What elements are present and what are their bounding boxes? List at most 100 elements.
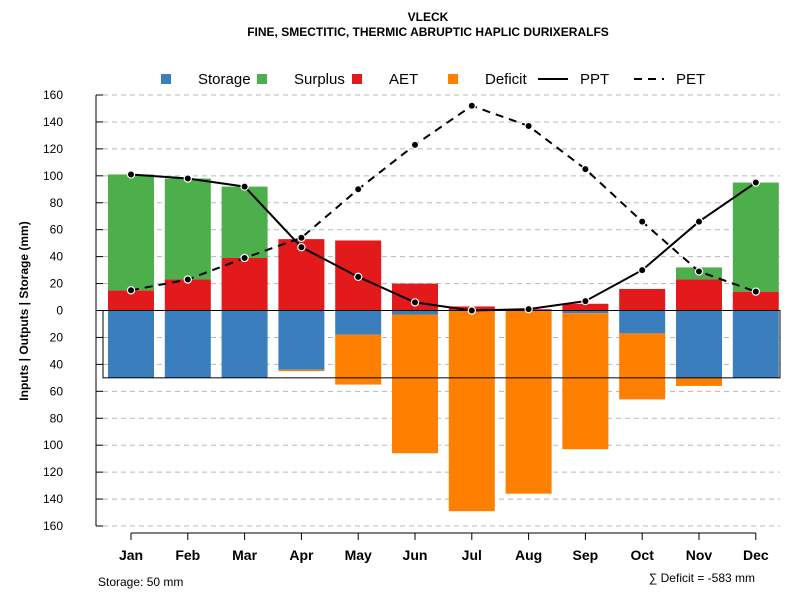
x-tick-label-jan: Jan — [119, 547, 143, 563]
pet-point — [694, 267, 704, 276]
ppt-point — [183, 174, 192, 183]
deficit-bar — [278, 369, 325, 372]
ppt-point — [126, 170, 136, 179]
x-tick-label-aug: Aug — [515, 547, 542, 563]
legend-label-surplus: Surplus — [294, 71, 345, 88]
y-tick-label: 120 — [43, 142, 63, 156]
pet-point — [183, 275, 192, 284]
ppt-line — [130, 173, 757, 312]
y-tick-label: 60 — [50, 384, 64, 398]
legend: Storage Surplus AET Deficit PPT PET — [161, 71, 705, 88]
deficit-bar — [562, 313, 609, 450]
deficit-bar — [619, 333, 666, 400]
y-axis-label: Inputs | Outputs | Storage (mm) — [17, 221, 31, 400]
aet-bar — [221, 257, 268, 311]
y-tick-label: 80 — [50, 196, 64, 210]
storage-bar — [562, 310, 609, 314]
y-tick-label: 140 — [43, 492, 63, 506]
x-tick-label-nov: Nov — [686, 547, 713, 563]
deficit-bar — [676, 377, 722, 386]
legend-swatch-aet — [352, 74, 362, 84]
ppt-point — [751, 178, 761, 187]
y-tick-label: 120 — [43, 465, 63, 479]
legend-swatch-storage — [161, 74, 171, 84]
ppt-point — [524, 304, 533, 314]
storage-bar — [392, 310, 438, 315]
y-tick-label: 40 — [50, 357, 64, 371]
aet-bar — [732, 291, 779, 311]
pet-point — [524, 121, 533, 131]
pet-point — [581, 164, 590, 174]
deficit-annotation: ∑ Deficit = -583 mm — [649, 571, 755, 585]
y-tick-label: 20 — [50, 277, 64, 291]
y-tick-label: 100 — [43, 438, 63, 452]
aet-bar — [676, 279, 722, 311]
storage-capacity-box — [102, 310, 781, 379]
x-tick-label-jul: Jul — [462, 547, 482, 563]
y-tick-label: 0 — [56, 304, 63, 318]
surplus-bar — [221, 186, 268, 258]
surplus-bar — [732, 182, 779, 292]
legend-label-aet: AET — [389, 71, 418, 88]
ppt-point — [354, 272, 363, 282]
legend-label-storage: Storage — [198, 71, 251, 88]
ppt-point — [694, 217, 704, 226]
legend-swatch-surplus — [257, 74, 267, 84]
storage-bar — [676, 310, 722, 378]
legend-label-pet: PET — [676, 71, 705, 88]
surplus-bar — [108, 174, 154, 291]
pet-line — [130, 104, 757, 293]
storage-bar — [221, 310, 268, 378]
aet-bar — [619, 288, 666, 311]
storage-bar — [278, 310, 325, 370]
y-tick-label: 80 — [50, 411, 64, 425]
pet-point — [751, 287, 761, 296]
legend-label-ppt: PPT — [580, 71, 609, 88]
x-tick-label-jun: Jun — [403, 547, 428, 563]
pet-point — [126, 286, 136, 295]
ppt-point — [297, 242, 306, 252]
grid-lines — [103, 94, 780, 527]
ppt-point — [581, 296, 590, 306]
storage-annotation: Storage: 50 mm — [98, 575, 183, 589]
pet-point — [467, 101, 476, 110]
x-tick-label-sep: Sep — [573, 547, 599, 563]
ppt-point — [638, 265, 647, 275]
x-tick-label-dec: Dec — [743, 547, 769, 563]
pet-point — [410, 140, 420, 150]
deficit-bar — [505, 310, 552, 494]
pet-point — [240, 253, 249, 263]
x-tick-label-oct: Oct — [631, 547, 655, 563]
pet-point — [354, 185, 363, 194]
storage-bar — [335, 310, 382, 335]
legend-label-deficit: Deficit — [485, 71, 528, 88]
y-tick-label: 140 — [43, 115, 63, 129]
x-tick-label-may: May — [345, 547, 372, 563]
deficit-bar — [392, 314, 438, 454]
surplus-bar — [164, 178, 211, 280]
x-tick-label-feb: Feb — [175, 547, 200, 563]
y-tick-label: 40 — [50, 250, 64, 264]
aet-bar — [562, 303, 609, 311]
storage-bar — [164, 310, 211, 378]
deficit-bar — [335, 334, 382, 385]
aet-bar — [164, 279, 211, 311]
storage-bar — [108, 310, 154, 378]
y-tick-label: 20 — [50, 330, 64, 344]
ppt-point — [410, 298, 420, 307]
legend-swatch-deficit — [448, 74, 458, 84]
y-tick-label: 160 — [43, 519, 63, 533]
bars — [102, 174, 781, 512]
x-tick-label-apr: Apr — [289, 547, 314, 563]
chart-subtitle: FINE, SMECTITIC, THERMIC ABRUPTIC HAPLIC… — [247, 25, 609, 39]
y-tick-label: 60 — [50, 223, 64, 237]
y-tick-label: 100 — [43, 169, 63, 183]
ppt-point — [240, 182, 249, 191]
pet-point — [638, 217, 647, 226]
deficit-bar — [448, 310, 495, 512]
y-tick-label: 160 — [43, 88, 63, 102]
storage-bar — [732, 310, 779, 378]
ppt-point — [467, 306, 476, 315]
pet-point — [297, 233, 306, 242]
